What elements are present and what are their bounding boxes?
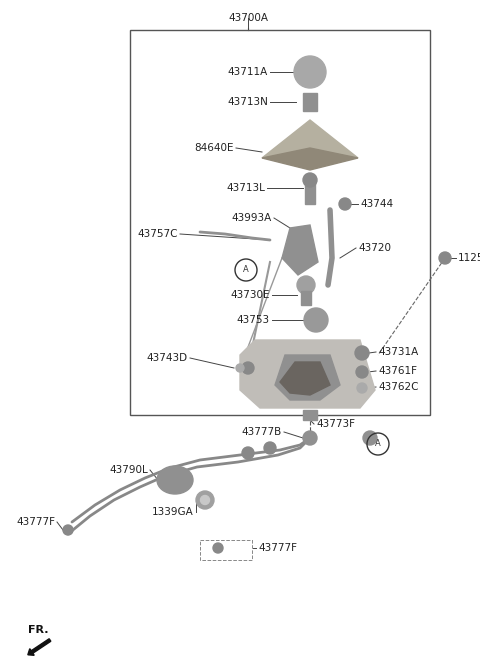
Text: 43762C: 43762C xyxy=(378,382,419,392)
Text: 43753: 43753 xyxy=(237,315,270,325)
Text: 43700A: 43700A xyxy=(228,13,268,23)
Circle shape xyxy=(213,543,223,553)
Bar xyxy=(130,30,430,415)
Text: A: A xyxy=(375,440,381,449)
Text: 43761F: 43761F xyxy=(378,366,417,376)
Text: 43743D: 43743D xyxy=(147,353,188,363)
Circle shape xyxy=(303,173,317,187)
Text: 1339GA: 1339GA xyxy=(152,507,194,517)
Text: 43744: 43744 xyxy=(360,199,393,209)
Text: FR.: FR. xyxy=(28,625,48,635)
Circle shape xyxy=(304,308,328,332)
Circle shape xyxy=(355,346,369,360)
Circle shape xyxy=(294,56,326,88)
Polygon shape xyxy=(282,225,318,275)
Text: 43790L: 43790L xyxy=(109,465,148,475)
Polygon shape xyxy=(280,362,330,395)
Circle shape xyxy=(63,525,73,535)
Polygon shape xyxy=(275,355,340,400)
Text: 1125KJ: 1125KJ xyxy=(458,253,480,263)
Text: 43713N: 43713N xyxy=(227,97,268,107)
Circle shape xyxy=(356,366,368,378)
Circle shape xyxy=(303,431,317,445)
Circle shape xyxy=(264,442,276,454)
Text: 43757C: 43757C xyxy=(137,229,178,239)
Bar xyxy=(303,93,317,111)
Circle shape xyxy=(297,276,315,294)
FancyArrow shape xyxy=(28,639,51,655)
Bar xyxy=(305,180,315,204)
Text: 43777F: 43777F xyxy=(258,543,297,553)
Text: 43777F: 43777F xyxy=(16,517,55,527)
Text: 43731A: 43731A xyxy=(378,347,418,357)
Circle shape xyxy=(236,364,244,372)
Text: 43711A: 43711A xyxy=(228,67,268,77)
Text: 43993A: 43993A xyxy=(232,213,272,223)
Text: A: A xyxy=(243,265,249,275)
Circle shape xyxy=(339,198,351,210)
Ellipse shape xyxy=(157,466,193,494)
Polygon shape xyxy=(240,340,375,408)
Text: 43777B: 43777B xyxy=(242,427,282,437)
Circle shape xyxy=(242,447,254,459)
Circle shape xyxy=(363,431,377,445)
Polygon shape xyxy=(262,148,358,170)
Circle shape xyxy=(439,252,451,264)
Polygon shape xyxy=(262,120,358,158)
Bar xyxy=(303,410,317,420)
Text: 43720: 43720 xyxy=(358,243,391,253)
Text: 43730E: 43730E xyxy=(230,290,270,300)
Circle shape xyxy=(357,383,367,393)
Bar xyxy=(200,540,252,560)
Text: 84640E: 84640E xyxy=(194,143,234,153)
Circle shape xyxy=(196,491,214,509)
Circle shape xyxy=(242,362,254,374)
Text: 43713L: 43713L xyxy=(226,183,265,193)
Circle shape xyxy=(201,495,209,505)
Bar xyxy=(301,291,311,305)
Text: 43773F: 43773F xyxy=(316,419,355,429)
